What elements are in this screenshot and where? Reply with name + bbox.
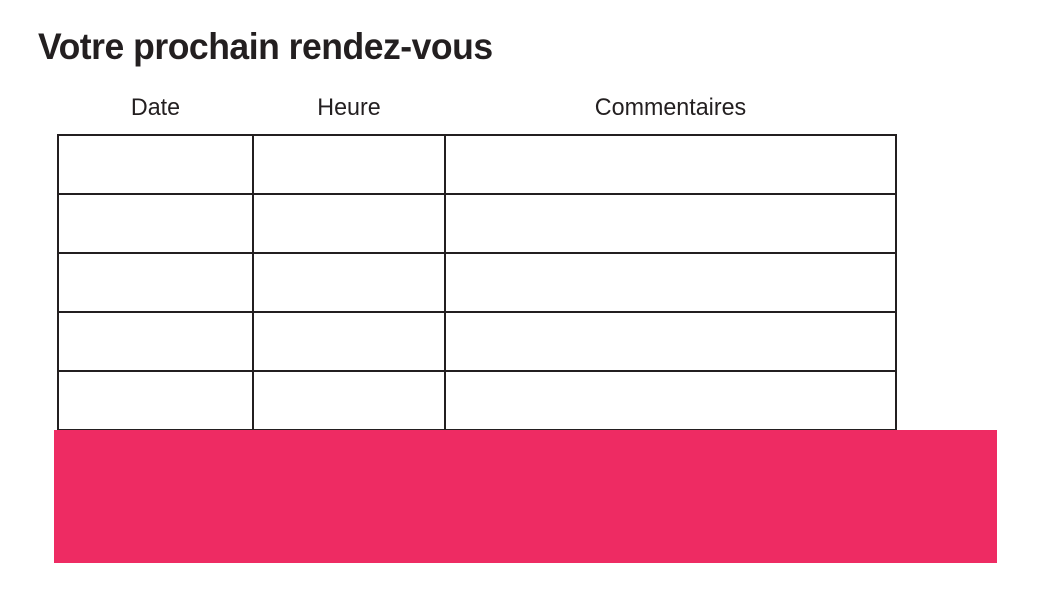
accent-banner <box>54 430 997 563</box>
cell-commentaires <box>444 193 897 254</box>
header-row: Date Heure Commentaires <box>58 86 896 135</box>
cell-date <box>57 134 254 195</box>
cell-heure <box>252 370 446 431</box>
cell-heure <box>252 134 446 195</box>
column-header-commentaires: Commentaires <box>594 94 747 121</box>
appointments-table-header: Date Heure Commentaires <box>58 86 896 135</box>
table-row <box>57 134 897 195</box>
table-row <box>57 252 897 313</box>
cell-heure <box>252 311 446 372</box>
cell-commentaires <box>444 370 897 431</box>
appointments-table-body <box>57 134 897 431</box>
cell-heure <box>252 193 446 254</box>
table-row <box>57 370 897 431</box>
cell-commentaires <box>444 252 897 313</box>
page-title: Votre prochain rendez-vous <box>38 26 493 67</box>
cell-commentaires <box>444 311 897 372</box>
table-row <box>57 193 897 254</box>
appointments-table: Date Heure Commentaires <box>57 86 897 431</box>
cell-date <box>57 193 254 254</box>
column-header-date: Date <box>130 94 181 121</box>
column-header-heure: Heure <box>317 94 381 121</box>
cell-commentaires <box>444 134 897 195</box>
cell-heure <box>252 252 446 313</box>
table-row <box>57 311 897 372</box>
cell-date <box>57 252 254 313</box>
cell-date <box>57 311 254 372</box>
cell-date <box>57 370 254 431</box>
